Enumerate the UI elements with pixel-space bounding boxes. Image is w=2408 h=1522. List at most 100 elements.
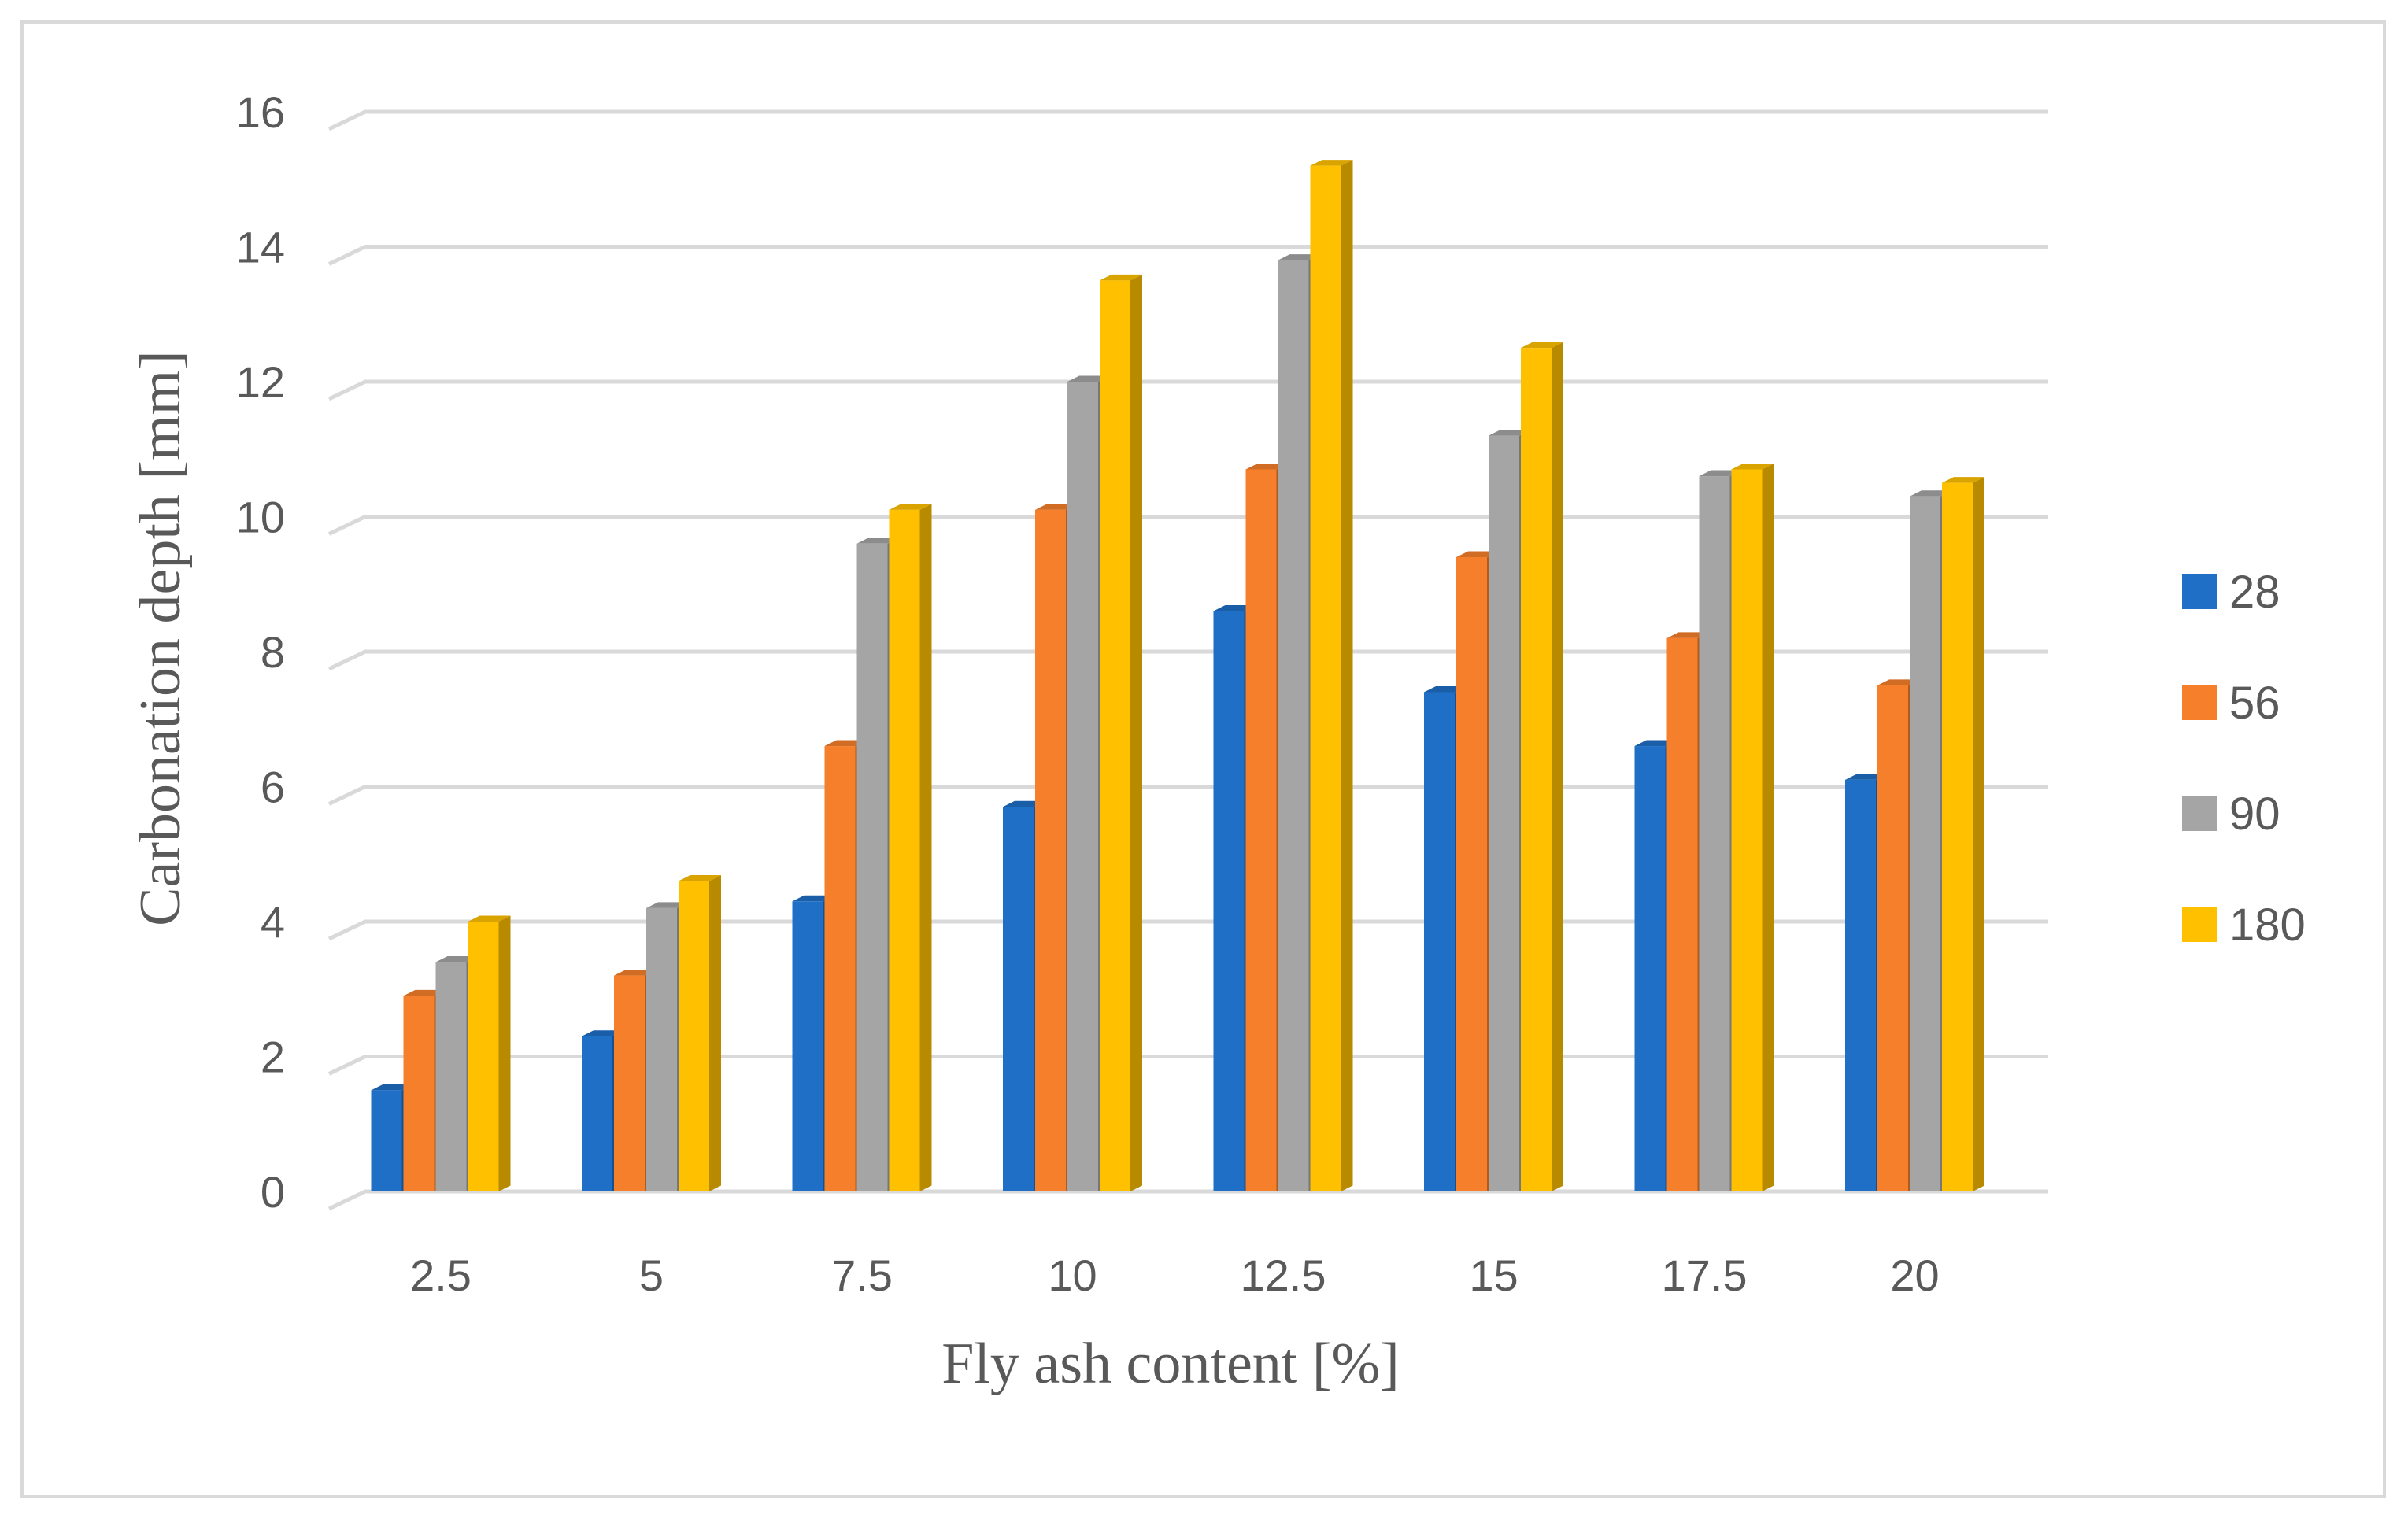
bar-front bbox=[856, 543, 888, 1191]
bar-top bbox=[1424, 685, 1467, 693]
y-tick-label: 16 bbox=[236, 87, 285, 137]
legend-item-56: 56 bbox=[2182, 678, 2280, 729]
bar-top bbox=[792, 895, 835, 902]
x-tick-labels: 2.5 5 7.5 10 12.5 15 17.5 20 bbox=[410, 1250, 1940, 1300]
y-tick-label: 2 bbox=[261, 1033, 285, 1082]
bar-180-5 bbox=[679, 875, 721, 1191]
bar-side bbox=[709, 875, 721, 1191]
x-axis-title: Fly ash content [%] bbox=[941, 1332, 1400, 1396]
x-tick-label: 20 bbox=[1890, 1250, 1939, 1300]
bar-front bbox=[1877, 685, 1908, 1191]
bar-top bbox=[1035, 504, 1078, 510]
bar-front bbox=[1634, 746, 1666, 1191]
x-tick-label: 2.5 bbox=[410, 1250, 472, 1300]
gridline bbox=[327, 919, 2048, 941]
bar-180-10 bbox=[1100, 274, 1142, 1191]
bar-front bbox=[1731, 469, 1763, 1191]
bar-side bbox=[1130, 274, 1142, 1191]
bar-top bbox=[1877, 679, 1920, 685]
legend-label: 90 bbox=[2229, 789, 2280, 840]
bar-top bbox=[1245, 463, 1289, 470]
bar-top bbox=[1067, 375, 1110, 382]
legend-item-28: 28 bbox=[2182, 567, 2280, 618]
x-tick-label: 5 bbox=[639, 1250, 664, 1300]
gridline bbox=[327, 1189, 2048, 1211]
bar-front bbox=[371, 1090, 402, 1191]
bar-front bbox=[403, 996, 435, 1191]
bar-top bbox=[856, 538, 900, 544]
bar-top bbox=[1666, 632, 1710, 638]
bar-side bbox=[498, 915, 511, 1191]
y-tick-label: 6 bbox=[261, 763, 285, 812]
bar-top bbox=[468, 915, 511, 922]
gridline bbox=[327, 245, 2048, 266]
bar-front bbox=[824, 746, 856, 1191]
bar-front bbox=[582, 1036, 612, 1191]
bar-side bbox=[1552, 342, 1563, 1191]
bar-top bbox=[614, 970, 657, 976]
bar-top bbox=[1100, 274, 1142, 281]
legend-item-180: 180 bbox=[2182, 900, 2306, 951]
bar-front bbox=[1035, 509, 1066, 1191]
legend-label: 28 bbox=[2229, 567, 2280, 618]
bar-side bbox=[1973, 477, 1984, 1191]
bar-top bbox=[1278, 254, 1321, 260]
bar-front bbox=[1845, 779, 1876, 1191]
bar-top bbox=[1634, 740, 1677, 747]
gridline bbox=[327, 785, 2048, 806]
x-tick-label: 15 bbox=[1469, 1250, 1518, 1300]
bars bbox=[371, 160, 1984, 1192]
legend-swatch bbox=[2182, 574, 2217, 609]
bar-side bbox=[1341, 160, 1353, 1192]
bar-front bbox=[1424, 692, 1455, 1191]
y-tick-label: 4 bbox=[261, 897, 285, 947]
bar-front bbox=[679, 881, 709, 1191]
y-axis-title: Carbonation depth [mm] bbox=[128, 350, 193, 926]
y-tick-labels: 0 2 4 6 8 10 12 14 16 bbox=[236, 87, 285, 1217]
bar-front bbox=[1067, 382, 1098, 1191]
bar-top bbox=[435, 955, 479, 962]
legend: 28 56 90 180 bbox=[2182, 567, 2306, 951]
bar-side bbox=[919, 504, 932, 1191]
bar-top bbox=[1845, 774, 1888, 780]
bar-top bbox=[1456, 551, 1499, 557]
legend-label: 56 bbox=[2229, 678, 2280, 729]
bar-top bbox=[679, 875, 721, 881]
bar-top bbox=[371, 1084, 414, 1091]
bar-front bbox=[1245, 469, 1277, 1191]
bar-front bbox=[1942, 482, 1973, 1191]
y-tick-label: 0 bbox=[261, 1167, 285, 1217]
bar-front bbox=[435, 962, 467, 1191]
bar-top bbox=[1942, 477, 1984, 483]
bar-front bbox=[1521, 348, 1552, 1191]
bar-top bbox=[889, 504, 932, 510]
gridline bbox=[327, 379, 2048, 401]
legend-swatch bbox=[2182, 796, 2217, 831]
bar-front bbox=[1910, 496, 1940, 1191]
legend-swatch bbox=[2182, 685, 2217, 720]
gridline bbox=[327, 649, 2048, 671]
legend-swatch bbox=[2182, 907, 2217, 942]
bar-top bbox=[1489, 430, 1531, 436]
gridline bbox=[327, 109, 2048, 131]
bar-top bbox=[403, 989, 446, 996]
bar-top bbox=[582, 1030, 624, 1036]
bar-front bbox=[1003, 807, 1034, 1191]
gridlines bbox=[327, 109, 2048, 1211]
chart-frame bbox=[20, 20, 2386, 1498]
bar-front bbox=[1489, 435, 1519, 1191]
bar-front bbox=[1100, 280, 1130, 1191]
x-tick-label: 10 bbox=[1048, 1250, 1097, 1300]
bar-front bbox=[792, 901, 823, 1191]
y-tick-label: 10 bbox=[236, 493, 285, 542]
bar-front bbox=[468, 922, 499, 1191]
bar-side bbox=[1762, 463, 1774, 1191]
x-tick-label: 12.5 bbox=[1241, 1250, 1326, 1300]
bar-front bbox=[1278, 260, 1309, 1191]
bar-180-12.5 bbox=[1310, 160, 1353, 1192]
bar-180-7.5 bbox=[889, 504, 932, 1191]
bar-front bbox=[889, 509, 920, 1191]
bar-180-15 bbox=[1521, 342, 1563, 1191]
y-tick-label: 12 bbox=[236, 357, 285, 407]
